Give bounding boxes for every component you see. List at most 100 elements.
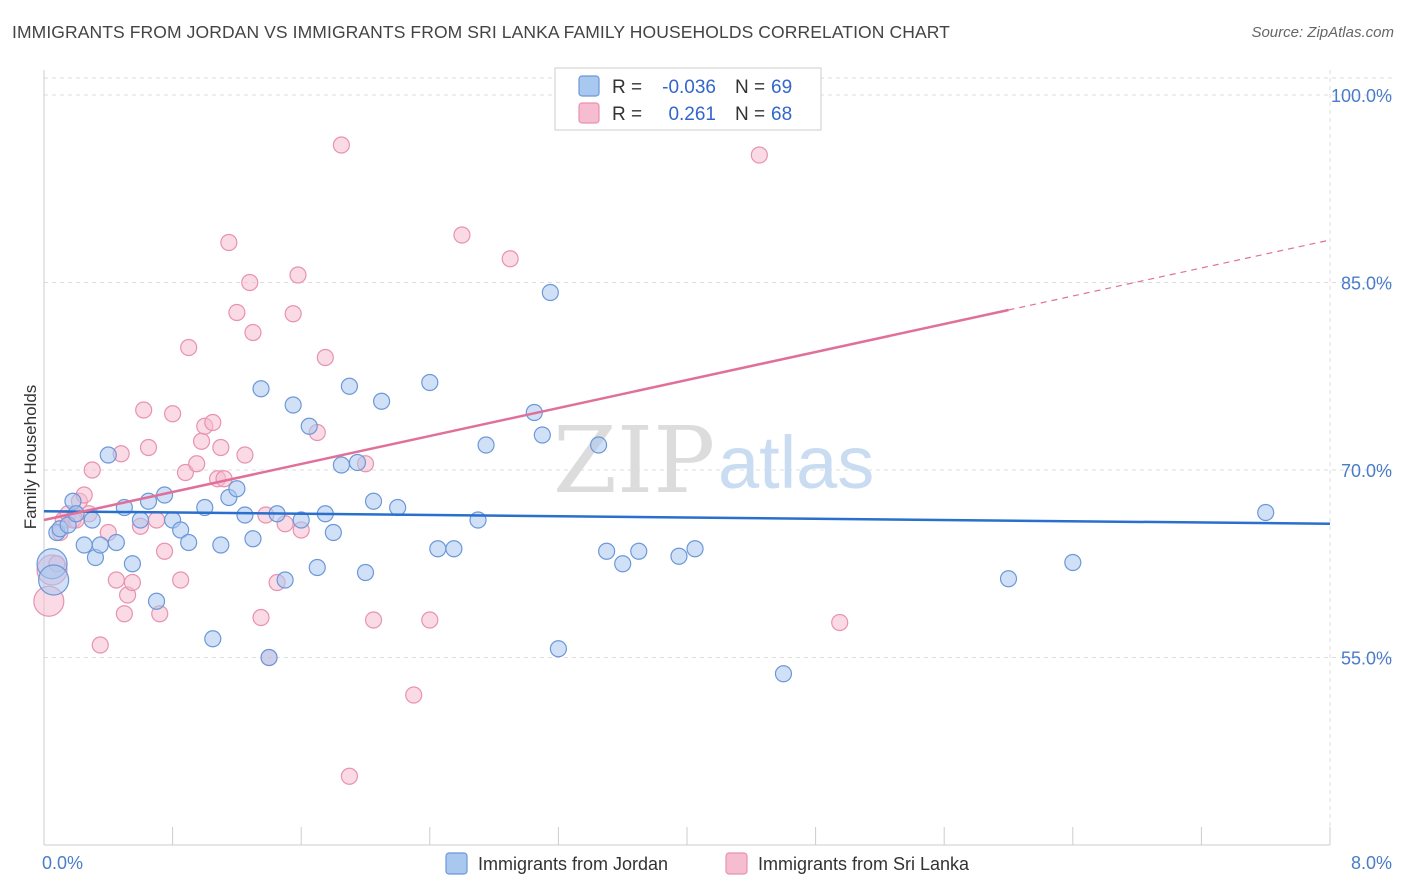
srilanka-point-41 bbox=[252, 608, 270, 627]
srilanka-point-24 bbox=[155, 542, 174, 560]
jordan-point-47 bbox=[429, 540, 447, 558]
trend-line-srilanka bbox=[43, 308, 1009, 522]
x-tick-label-1: 8.0% bbox=[1351, 853, 1392, 873]
jordan-point-17 bbox=[147, 592, 166, 610]
srilanka-point-32 bbox=[204, 413, 222, 432]
srilanka-point-54 bbox=[364, 611, 383, 629]
srilanka-point-59 bbox=[750, 146, 768, 164]
srilanka-point-51 bbox=[332, 136, 350, 154]
srilanka-point-38 bbox=[236, 446, 254, 464]
srilanka-point-50 bbox=[316, 348, 334, 367]
srilanka-point-39 bbox=[241, 273, 259, 292]
srilanka-point-52 bbox=[340, 767, 359, 785]
jordan-point-30 bbox=[260, 648, 278, 667]
jordan-point-11 bbox=[99, 446, 117, 464]
jordan-point-60 bbox=[686, 540, 704, 558]
legend-swatch-srilanka bbox=[578, 102, 600, 124]
jordan-point-34 bbox=[292, 511, 310, 529]
jordan-point-42 bbox=[356, 563, 375, 582]
watermark-zip: ZIP bbox=[553, 407, 715, 514]
srilanka-point-47 bbox=[289, 266, 307, 284]
watermark: ZIP atlas bbox=[553, 407, 874, 514]
jordan-point-21 bbox=[180, 533, 198, 552]
y-axis-label: Family Households bbox=[21, 385, 40, 530]
srilanka-point-57 bbox=[453, 226, 471, 244]
jordan-point-27 bbox=[236, 506, 254, 524]
legend-box: R = -0.036 N = 69 R = 0.261 N = 68 bbox=[554, 67, 822, 131]
srilanka-point-55 bbox=[405, 686, 423, 704]
jordan-point-7 bbox=[75, 536, 93, 554]
jordan-point-48 bbox=[445, 540, 463, 558]
y-tick-labels: 55.0% 70.0% 85.0% 100.0% bbox=[1331, 86, 1392, 669]
jordan-point-62 bbox=[999, 570, 1018, 588]
jordan-point-38 bbox=[324, 523, 342, 542]
jordan-point-36 bbox=[308, 558, 326, 577]
srilanka-point-34 bbox=[212, 438, 230, 457]
legend-n-value-jordan: 69 bbox=[771, 77, 792, 98]
srilanka-point-28 bbox=[180, 338, 198, 357]
bottom-legend-swatch-jordan bbox=[445, 852, 468, 875]
srilanka-point-40 bbox=[244, 323, 262, 342]
legend-r-label-jordan: R = bbox=[612, 77, 642, 98]
y-tick-label-0: 55.0% bbox=[1341, 649, 1392, 669]
jordan-point-15 bbox=[131, 511, 150, 529]
bottom-legend-label-jordan: Immigrants from Jordan bbox=[478, 854, 668, 874]
srilanka-point-26 bbox=[172, 571, 190, 589]
srilanka-point-36 bbox=[220, 233, 238, 252]
y-tick-label-3: 100.0% bbox=[1331, 86, 1392, 106]
jordan-point-8 bbox=[83, 511, 101, 529]
jordan-point-52 bbox=[533, 426, 551, 444]
jordan-point-56 bbox=[598, 542, 616, 560]
jordan-point-55 bbox=[589, 436, 608, 454]
trend-lines bbox=[43, 239, 1331, 525]
srilanka-point-11 bbox=[83, 461, 101, 479]
srilanka-point-29 bbox=[188, 455, 206, 473]
jordan-point-53 bbox=[541, 283, 559, 302]
srilanka-point-46 bbox=[284, 305, 302, 323]
x-tick-labels: 0.0% 8.0% bbox=[42, 853, 1392, 873]
trend-line-jordan bbox=[43, 510, 1331, 525]
legend-n-label-jordan: N = bbox=[735, 77, 765, 98]
srilanka-point-58 bbox=[501, 250, 519, 268]
jordan-point-50 bbox=[477, 436, 495, 454]
jordan-point-1 bbox=[38, 564, 70, 596]
jordan-point-32 bbox=[276, 571, 294, 589]
srilanka-point-30 bbox=[192, 432, 211, 450]
jordan-point-61 bbox=[774, 665, 793, 683]
srilanka-point-22 bbox=[147, 511, 166, 529]
jordan-point-28 bbox=[244, 530, 262, 548]
legend-swatch-jordan bbox=[578, 75, 600, 97]
srilanka-point-60 bbox=[831, 613, 849, 632]
jordan-point-40 bbox=[340, 377, 359, 395]
jordan-point-45 bbox=[389, 498, 407, 517]
trend-line-srilanka-extension bbox=[1008, 239, 1331, 311]
jordan-point-59 bbox=[670, 547, 688, 565]
jordan-point-22 bbox=[196, 498, 214, 517]
jordan-point-64 bbox=[1257, 503, 1275, 522]
jordan-point-46 bbox=[421, 373, 439, 392]
jordan-point-26 bbox=[228, 480, 246, 498]
y-tick-label-1: 70.0% bbox=[1341, 461, 1392, 481]
watermark-atlas: atlas bbox=[718, 421, 874, 504]
srilanka-point-27 bbox=[176, 463, 195, 482]
bottom-legend-swatch-srilanka bbox=[725, 852, 748, 875]
jordan-point-14 bbox=[123, 555, 142, 573]
jordan-point-57 bbox=[614, 555, 632, 573]
legend-r-value-jordan: -0.036 bbox=[662, 77, 716, 98]
y-tick-label-2: 85.0% bbox=[1341, 274, 1392, 294]
legend-n-value-srilanka: 68 bbox=[771, 104, 792, 125]
srilanka-point-14 bbox=[107, 571, 125, 589]
source-credit: Source: ZipAtlas.com bbox=[1251, 24, 1394, 41]
srilanka-point-16 bbox=[115, 605, 133, 623]
jordan-point-33 bbox=[284, 396, 302, 414]
jordan-point-24 bbox=[212, 536, 230, 554]
srilanka-point-25 bbox=[164, 405, 182, 423]
chart-title: IMMIGRANTS FROM JORDAN VS IMMIGRANTS FRO… bbox=[12, 22, 950, 42]
srilanka-point-20 bbox=[135, 401, 153, 419]
jordan-point-41 bbox=[348, 453, 367, 472]
jordan-point-12 bbox=[107, 533, 125, 552]
jordan-point-44 bbox=[372, 392, 391, 410]
jordan-point-63 bbox=[1064, 553, 1082, 572]
srilanka-point-18 bbox=[123, 573, 142, 592]
